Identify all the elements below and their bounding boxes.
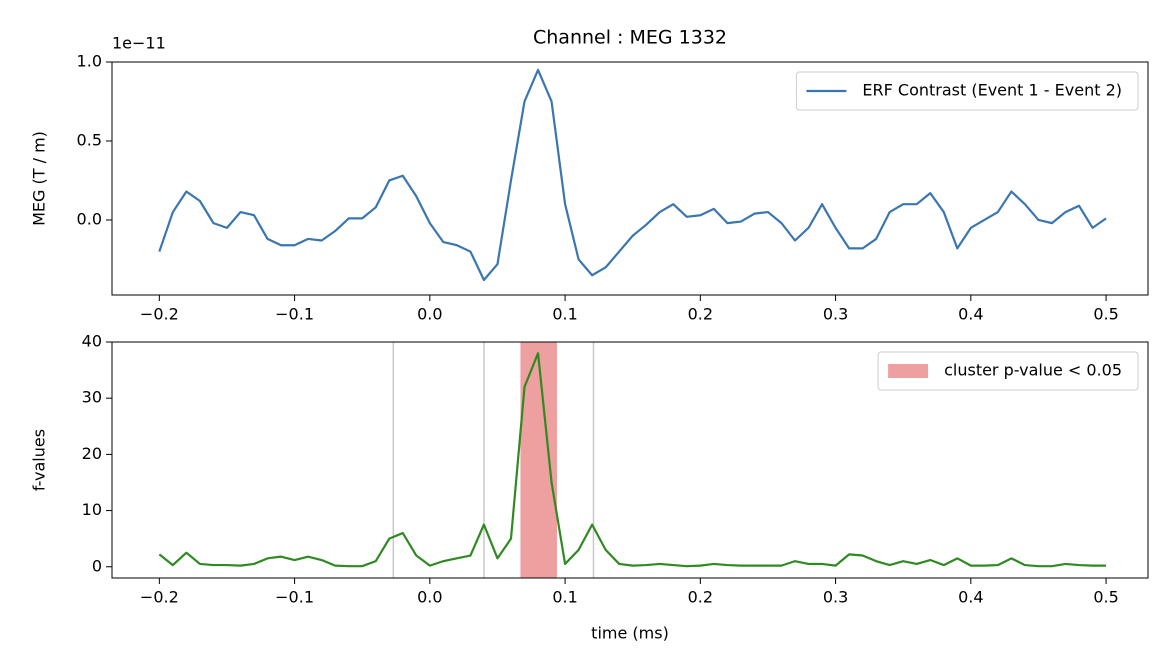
y-axis-label: MEG (T / m) xyxy=(30,131,49,226)
x-tick-label: 0.2 xyxy=(688,305,713,324)
y-axis-label: f-values xyxy=(30,429,49,491)
x-tick-label: 0.1 xyxy=(552,588,577,607)
x-tick-label: 0.5 xyxy=(1093,305,1118,324)
y-tick-label: 20 xyxy=(82,444,102,463)
y-tick-label: 0.5 xyxy=(77,130,102,149)
y-tick-label: 40 xyxy=(82,332,102,351)
chart-title: Channel : MEG 1332 xyxy=(533,27,727,49)
significant-span xyxy=(520,342,557,578)
x-tick-label: 0.3 xyxy=(823,305,848,324)
y-tick-label: 30 xyxy=(82,388,102,407)
x-tick-label: −0.1 xyxy=(275,588,314,607)
legend-label: ERF Contrast (Event 1 - Event 2) xyxy=(862,81,1122,100)
x-tick-label: 0.5 xyxy=(1093,588,1118,607)
x-axis-label: time (ms) xyxy=(591,624,669,643)
axes-frame xyxy=(111,341,1149,579)
x-tick-label: 0.4 xyxy=(958,588,983,607)
data-line xyxy=(158,352,1107,568)
x-tick-label: 0.3 xyxy=(823,588,848,607)
legend-box xyxy=(795,71,1139,111)
x-tick-label: 0.2 xyxy=(688,588,713,607)
y-offset-text: 1e−11 xyxy=(112,34,166,53)
x-tick-label: 0.1 xyxy=(552,305,577,324)
y-tick-label: 0.0 xyxy=(77,209,102,228)
legend-label: cluster p-value < 0.05 xyxy=(944,361,1122,380)
axes-frame xyxy=(111,61,1149,296)
legend-swatch xyxy=(888,364,929,378)
y-tick-label: 1.0 xyxy=(77,52,102,71)
data-line xyxy=(158,68,1107,282)
x-tick-label: 0.0 xyxy=(417,588,442,607)
x-tick-label: 0.0 xyxy=(417,305,442,324)
legend-box xyxy=(877,351,1139,391)
y-tick-label: 10 xyxy=(82,500,102,519)
x-tick-label: −0.2 xyxy=(140,588,179,607)
x-tick-label: 0.4 xyxy=(958,305,983,324)
x-tick-label: −0.2 xyxy=(140,305,179,324)
x-tick-label: −0.1 xyxy=(275,305,314,324)
y-tick-label: 0 xyxy=(92,556,102,575)
